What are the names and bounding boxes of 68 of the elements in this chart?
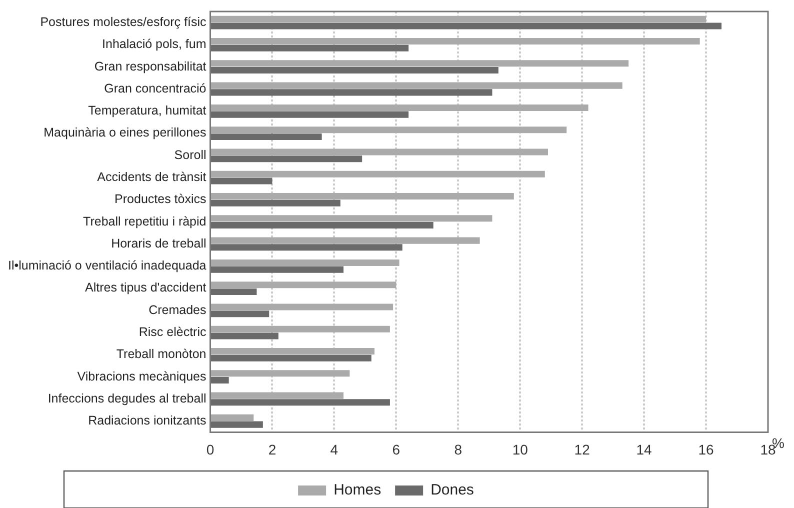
bar <box>210 38 700 45</box>
x-tick-label: 8 <box>454 441 462 458</box>
y-tick-label: Vibracions mecàniques <box>77 369 206 384</box>
bar <box>210 111 409 118</box>
bar <box>210 16 706 22</box>
bar <box>210 89 492 96</box>
bar <box>210 178 272 184</box>
bar <box>210 67 498 74</box>
bar <box>210 244 402 251</box>
bar <box>210 156 362 162</box>
bar <box>210 170 545 178</box>
y-tick-label: Inhalació pols, fum <box>102 37 206 52</box>
y-tick-label: Gran responsabilitat <box>94 59 207 74</box>
bar <box>210 193 514 200</box>
y-tick-label: Postures molestes/esforç físic <box>40 15 206 30</box>
bar <box>210 332 278 340</box>
x-tick-label: 14 <box>636 441 652 458</box>
bar <box>210 399 390 406</box>
x-tick-label: 2 <box>268 441 276 458</box>
bar <box>210 215 492 222</box>
bar <box>210 22 722 30</box>
x-tick-label: 12 <box>574 441 590 458</box>
bar <box>210 392 344 399</box>
y-tick-label: Horaris de treball <box>111 236 206 250</box>
y-tick-label: Radiacions ionitzants <box>88 414 206 428</box>
bar <box>210 82 622 89</box>
x-tick-label: 16 <box>698 441 714 458</box>
bar <box>210 326 390 332</box>
bar <box>210 414 254 421</box>
bar <box>210 266 344 273</box>
bar <box>210 354 372 362</box>
bar <box>210 222 434 229</box>
bar <box>210 348 374 355</box>
bar <box>210 377 229 384</box>
y-tick-label: Treball monòton <box>116 347 206 362</box>
x-tick-label: 10 <box>512 441 528 458</box>
x-tick-label: 4 <box>330 441 338 458</box>
y-tick-label: Infeccions degudes al treball <box>48 391 206 406</box>
bar <box>210 200 340 206</box>
bar <box>210 304 394 310</box>
x-tick-label: 0 <box>206 441 214 458</box>
bar <box>210 126 567 134</box>
bar <box>210 104 588 111</box>
x-tick-label: 6 <box>392 441 400 458</box>
legend-label: Homes <box>334 482 382 499</box>
bar <box>210 133 322 140</box>
bar <box>210 282 396 288</box>
y-tick-label: Soroll <box>174 148 206 162</box>
bar <box>210 44 409 52</box>
y-tick-label: Altres tipus d'accident <box>85 280 207 295</box>
y-tick-label: Accidents de trànsit <box>97 170 207 184</box>
bar <box>210 259 400 266</box>
bar <box>210 60 629 67</box>
bar <box>210 288 257 295</box>
y-tick-label: Treball repetitiu i ràpid <box>83 214 206 228</box>
bar <box>210 310 270 318</box>
y-tick-label: Productes tòxics <box>114 192 206 206</box>
y-tick-label: Cremades <box>148 302 206 317</box>
y-tick-label: Maquinària o eines perillones <box>44 126 206 140</box>
y-tick-label: Gran concentració <box>104 81 206 96</box>
y-tick-label: Il•luminació o ventilació inadequada <box>8 258 206 273</box>
bar <box>210 370 350 377</box>
y-tick-label: Temperatura, humitat <box>88 104 207 118</box>
legend-label: Dones <box>430 482 474 499</box>
y-tick-label: Risc elèctric <box>138 325 206 340</box>
bar <box>210 421 263 428</box>
bar <box>210 237 480 244</box>
bar <box>210 148 548 156</box>
